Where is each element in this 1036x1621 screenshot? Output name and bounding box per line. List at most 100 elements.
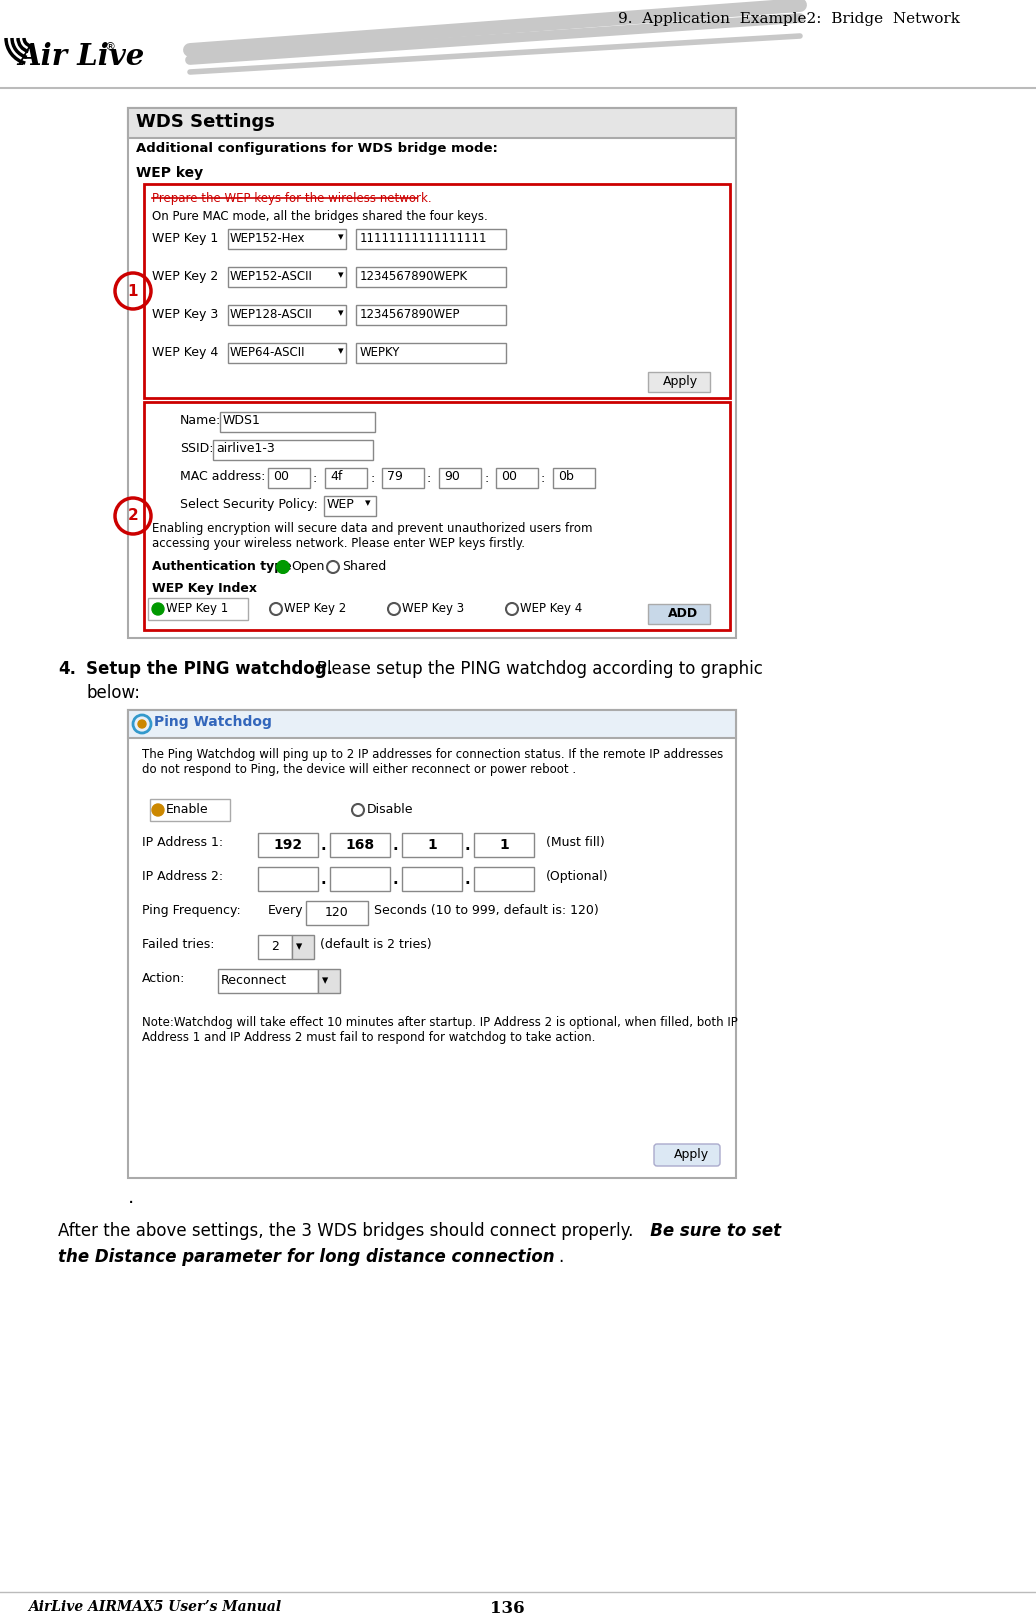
Text: 79: 79 [387,470,403,483]
FancyBboxPatch shape [654,1144,720,1165]
FancyBboxPatch shape [306,901,368,926]
Text: 1: 1 [127,284,138,298]
Text: 168: 168 [345,838,375,853]
Text: Shared: Shared [342,559,386,572]
FancyBboxPatch shape [356,267,506,287]
Text: MAC address:: MAC address: [180,470,265,483]
Text: Disable: Disable [367,802,413,815]
Circle shape [327,561,339,572]
Text: WEP152-Hex: WEP152-Hex [230,232,306,245]
Text: Open: Open [291,559,324,572]
Text: below:: below: [86,684,140,702]
FancyBboxPatch shape [648,605,710,624]
Text: ADD: ADD [668,606,698,619]
Text: .: . [465,838,470,853]
Text: (default is 2 tries): (default is 2 tries) [320,939,432,952]
FancyBboxPatch shape [228,305,346,324]
FancyBboxPatch shape [356,344,506,363]
FancyBboxPatch shape [148,598,248,619]
Text: :: : [484,472,488,485]
Text: 1: 1 [427,838,437,853]
Text: .: . [321,872,326,887]
Text: Failed tries:: Failed tries: [142,939,214,952]
Text: .: . [393,872,399,887]
Circle shape [277,561,289,572]
FancyBboxPatch shape [128,710,736,1178]
FancyBboxPatch shape [330,867,390,892]
Circle shape [152,603,164,614]
Text: Authentication type: Authentication type [152,559,291,572]
Text: Air Live: Air Live [18,42,144,71]
Text: 4.: 4. [58,660,76,678]
Text: SSID:: SSID: [180,443,213,456]
Text: 136: 136 [490,1600,524,1618]
FancyBboxPatch shape [402,867,462,892]
FancyBboxPatch shape [144,185,730,399]
Text: WDS Settings: WDS Settings [136,113,275,131]
FancyBboxPatch shape [324,496,376,515]
Text: 00: 00 [501,470,517,483]
FancyBboxPatch shape [292,935,314,960]
Text: ▾: ▾ [338,232,344,242]
Text: IP Address 2:: IP Address 2: [142,870,223,883]
Text: WEP Key 2: WEP Key 2 [284,601,346,614]
Text: Note:Watchdog will take effect 10 minutes after startup. IP Address 2 is optiona: Note:Watchdog will take effect 10 minute… [142,1016,738,1044]
FancyBboxPatch shape [220,412,375,433]
Text: Every: Every [268,905,304,917]
Text: Select Security Policy:: Select Security Policy: [180,498,318,511]
Text: WEP: WEP [327,498,354,511]
Text: 120: 120 [325,906,349,919]
Text: 9.  Application  Example2:  Bridge  Network: 9. Application Example2: Bridge Network [618,11,960,26]
Text: :: : [313,472,317,485]
Text: ▾: ▾ [338,271,344,280]
Text: .: . [558,1248,564,1266]
FancyBboxPatch shape [128,109,736,138]
Text: 1234567890WEPK: 1234567890WEPK [359,271,468,284]
Text: WDS1: WDS1 [223,413,261,426]
Text: Reconnect: Reconnect [221,974,287,987]
FancyBboxPatch shape [553,468,595,488]
Text: WEPKY: WEPKY [359,345,400,358]
Text: IP Address 1:: IP Address 1: [142,836,223,849]
FancyBboxPatch shape [128,109,736,639]
Text: (Must fill): (Must fill) [546,836,605,849]
Text: 4f: 4f [330,470,342,483]
Text: Enabling encryption will secure data and prevent unauthorized users from
accessi: Enabling encryption will secure data and… [152,522,593,550]
FancyBboxPatch shape [382,468,424,488]
Text: 1234567890WEP: 1234567890WEP [359,308,460,321]
FancyBboxPatch shape [330,833,390,858]
Text: 192: 192 [274,838,303,853]
FancyBboxPatch shape [439,468,481,488]
Text: 1: 1 [499,838,509,853]
Text: :: : [427,472,431,485]
Text: Action:: Action: [142,973,185,986]
Text: Ping Frequency:: Ping Frequency: [142,905,240,917]
Text: .: . [465,872,470,887]
Text: WEP Key 1: WEP Key 1 [152,232,219,245]
FancyBboxPatch shape [356,305,506,324]
Text: (Optional): (Optional) [546,870,608,883]
FancyBboxPatch shape [325,468,367,488]
Text: ▾: ▾ [296,940,303,953]
FancyBboxPatch shape [213,439,373,460]
Text: airlive1-3: airlive1-3 [215,443,275,456]
Text: 90: 90 [444,470,460,483]
FancyBboxPatch shape [258,867,318,892]
FancyBboxPatch shape [474,833,534,858]
Text: .: . [393,838,399,853]
Text: ▾: ▾ [322,974,328,987]
Text: 2: 2 [127,509,139,524]
Circle shape [152,804,164,815]
FancyBboxPatch shape [318,969,340,994]
FancyBboxPatch shape [648,371,710,392]
Circle shape [138,720,146,728]
Text: Please setup the PING watchdog according to graphic: Please setup the PING watchdog according… [301,660,762,678]
Text: Be sure to set: Be sure to set [633,1222,781,1240]
FancyBboxPatch shape [144,402,730,631]
Text: Ping Watchdog: Ping Watchdog [154,715,271,729]
FancyBboxPatch shape [228,267,346,287]
Text: WEP152-ASCII: WEP152-ASCII [230,271,313,284]
Text: Name:: Name: [180,413,222,426]
FancyBboxPatch shape [356,229,506,250]
Text: WEP Key 4: WEP Key 4 [152,345,219,358]
